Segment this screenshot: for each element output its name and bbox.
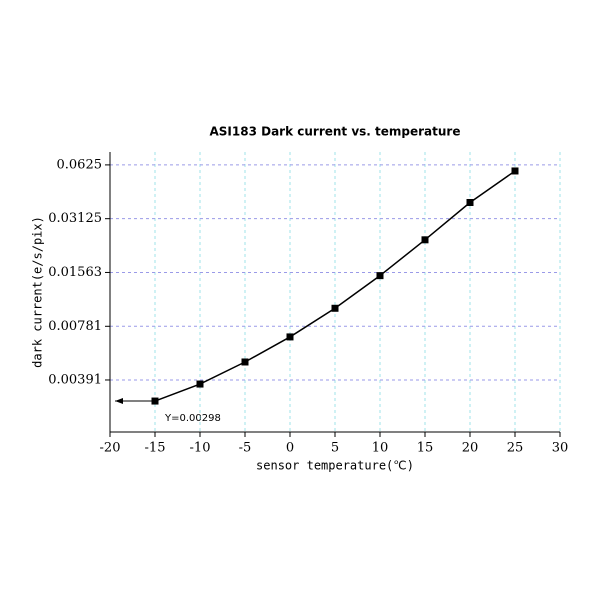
y-tick-label: 0.01563: [48, 265, 102, 280]
data-point: [331, 304, 339, 312]
x-tick-label: 15: [417, 441, 434, 456]
x-tick-label: 25: [507, 441, 524, 456]
data-point: [286, 333, 294, 341]
x-tick-label: 30: [552, 441, 569, 456]
annotation: Y=0.00298: [164, 413, 221, 424]
x-tick-label: 0: [286, 441, 294, 456]
data-point: [421, 236, 429, 244]
x-tick-label: -15: [145, 441, 166, 456]
y-tick-label: 0.00781: [48, 319, 102, 334]
chart-title: ASI183 Dark current vs. temperature: [209, 125, 460, 139]
y-tick-label: 0.00391: [48, 372, 102, 387]
x-tick-label: 5: [331, 441, 339, 456]
data-point: [376, 272, 384, 280]
x-tick-label: -5: [239, 441, 252, 456]
x-tick-label: -20: [100, 441, 121, 456]
data-point: [151, 397, 159, 405]
y-axis-label: dark current(e/s/pix): [31, 216, 45, 368]
data-point: [511, 167, 519, 175]
data-point: [241, 358, 249, 366]
x-tick-label: 10: [372, 441, 389, 456]
x-tick-label: 20: [462, 441, 479, 456]
y-tick-label: 0.0625: [57, 157, 103, 172]
x-axis-label: sensor temperature(℃): [256, 459, 414, 473]
y-tick-label: 0.03125: [48, 211, 102, 226]
data-point: [196, 380, 204, 388]
x-tick-label: -10: [190, 441, 211, 456]
data-point: [466, 198, 474, 206]
